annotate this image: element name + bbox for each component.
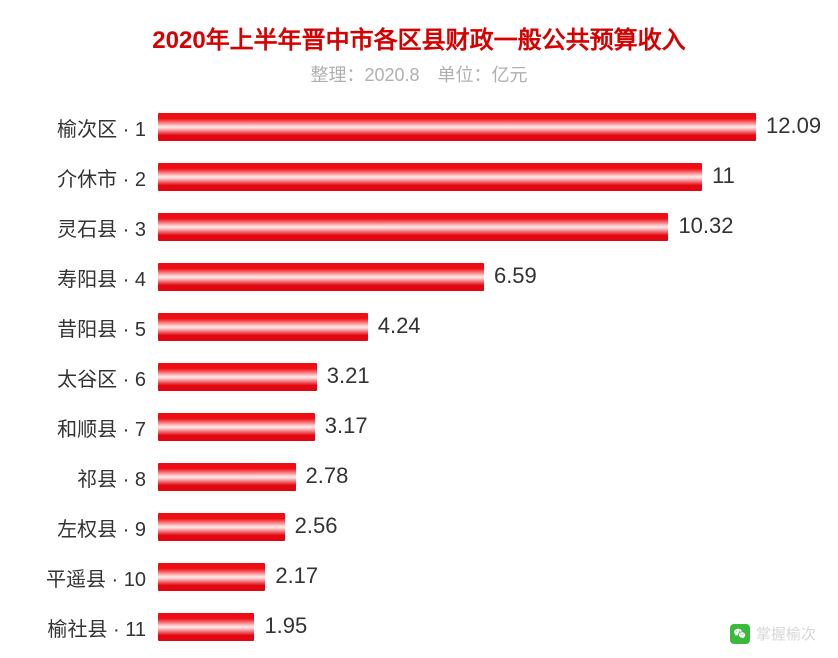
bar-row: 和顺县 · 73.17 <box>30 411 808 443</box>
bar: 6.59 <box>158 263 484 291</box>
y-axis-label: 灵石县 · 3 <box>30 213 158 242</box>
bar: 3.21 <box>158 363 317 391</box>
bar-row: 祁县 · 82.78 <box>30 461 808 493</box>
bar-area: 4.24 <box>158 311 808 343</box>
y-axis-label: 榆社县 · 11 <box>30 613 158 642</box>
bar: 2.17 <box>158 563 265 591</box>
bar: 11 <box>158 163 702 191</box>
y-axis-label: 左权县 · 9 <box>30 513 158 542</box>
bar-value: 12.09 <box>766 113 821 139</box>
bar-area: 3.21 <box>158 361 808 393</box>
bar-area: 2.56 <box>158 511 808 543</box>
bar-row: 榆次区 · 112.09 <box>30 111 808 143</box>
bar: 1.95 <box>158 613 254 641</box>
y-axis-label: 介休市 · 2 <box>30 163 158 192</box>
bar-value: 1.95 <box>264 613 307 639</box>
bar: 12.09 <box>158 113 756 141</box>
bar-row: 太谷区 · 63.21 <box>30 361 808 393</box>
chart-title: 2020年上半年晋中市各区县财政一般公共预算收入 <box>30 20 808 55</box>
bar-row: 平遥县 · 102.17 <box>30 561 808 593</box>
bar-area: 1.95 <box>158 611 808 643</box>
bar-area: 12.09 <box>158 111 808 143</box>
bar: 10.32 <box>158 213 668 241</box>
bar-value: 11 <box>712 163 735 189</box>
bar-value: 4.24 <box>378 313 421 339</box>
watermark: 掌握榆次 <box>730 623 816 644</box>
bar-row: 左权县 · 92.56 <box>30 511 808 543</box>
bar-value: 2.56 <box>295 513 338 539</box>
bar-value: 2.17 <box>275 563 318 589</box>
wechat-icon <box>730 624 750 644</box>
y-axis-label: 太谷区 · 6 <box>30 363 158 392</box>
bar: 2.78 <box>158 463 296 491</box>
bar: 3.17 <box>158 413 315 441</box>
y-axis-label: 榆次区 · 1 <box>30 113 158 142</box>
bar-row: 灵石县 · 310.32 <box>30 211 808 243</box>
bar-row: 榆社县 · 111.95 <box>30 611 808 643</box>
y-axis-label: 祁县 · 8 <box>30 463 158 492</box>
y-axis-label: 昔阳县 · 5 <box>30 313 158 342</box>
bar-area: 10.32 <box>158 211 808 243</box>
bar-value: 6.59 <box>494 263 537 289</box>
bar-row: 昔阳县 · 54.24 <box>30 311 808 343</box>
bar-row: 寿阳县 · 46.59 <box>30 261 808 293</box>
bar-rows: 榆次区 · 112.09介休市 · 211灵石县 · 310.32寿阳县 · 4… <box>30 111 808 643</box>
bar-area: 2.17 <box>158 561 808 593</box>
bar-area: 6.59 <box>158 261 808 293</box>
chart-subtitle: 整理：2020.8 单位：亿元 <box>30 61 808 87</box>
chart-container: 2020年上半年晋中市各区县财政一般公共预算收入 整理：2020.8 单位：亿元… <box>0 0 838 658</box>
bar-area: 2.78 <box>158 461 808 493</box>
y-axis-label: 寿阳县 · 4 <box>30 263 158 292</box>
y-axis-label: 平遥县 · 10 <box>30 563 158 592</box>
watermark-text: 掌握榆次 <box>756 623 816 644</box>
bar: 4.24 <box>158 313 368 341</box>
bar: 2.56 <box>158 513 285 541</box>
bar-value: 2.78 <box>306 463 349 489</box>
bar-value: 3.17 <box>325 413 368 439</box>
bar-value: 3.21 <box>327 363 370 389</box>
bar-row: 介休市 · 211 <box>30 161 808 193</box>
bar-value: 10.32 <box>678 213 733 239</box>
bar-area: 3.17 <box>158 411 808 443</box>
bar-area: 11 <box>158 161 808 193</box>
y-axis-label: 和顺县 · 7 <box>30 413 158 442</box>
